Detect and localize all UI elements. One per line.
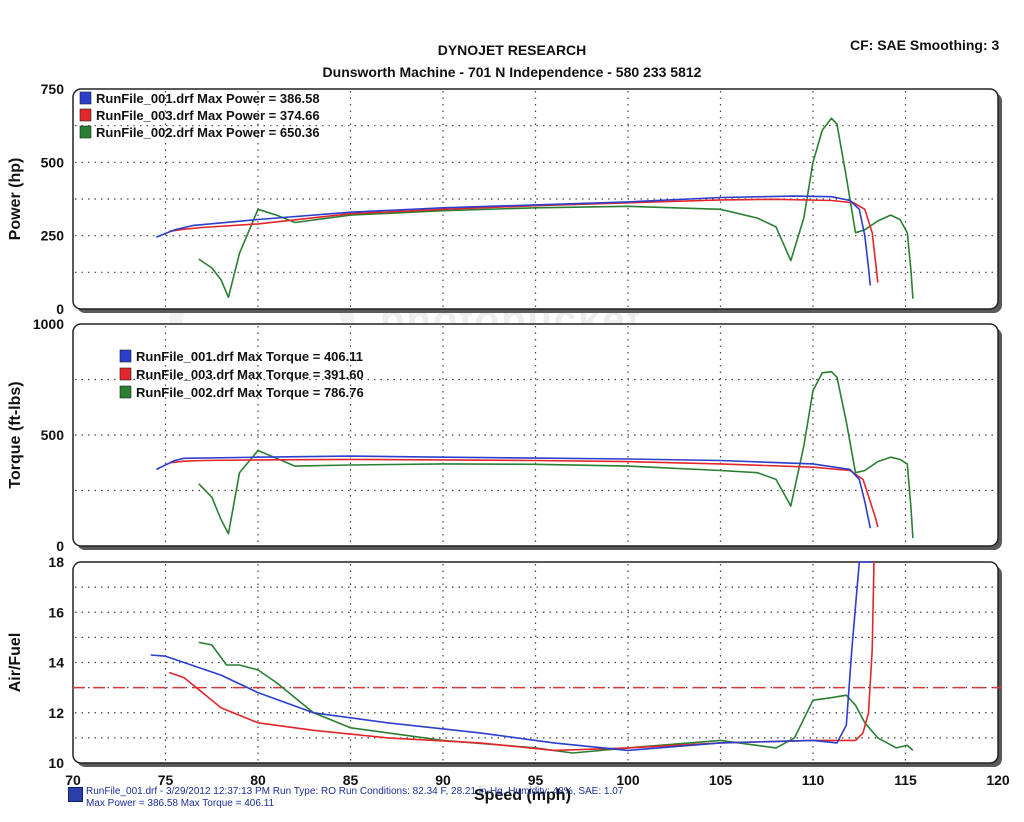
panel-frame: [72, 323, 999, 547]
x-tick-label: 75: [158, 772, 174, 788]
legend-entry: RunFile_003.drf Max Power = 374.66: [96, 108, 320, 123]
legend-swatch: [119, 349, 132, 363]
legend-swatch: [119, 367, 132, 381]
legend-swatch: [79, 91, 92, 105]
x-tick-label: 100: [616, 772, 640, 788]
x-tick-label: 70: [65, 772, 81, 788]
y-axis-label: Torque (ft-lbs): [7, 381, 24, 488]
y-tick-label: 250: [41, 228, 65, 244]
series-line-runfile-003-drf: [169, 458, 879, 528]
x-axis-label: Speed (mph): [474, 787, 571, 804]
x-tick-label: 90: [435, 772, 451, 788]
legend-entry: RunFile_001.drf Max Power = 386.58: [96, 91, 320, 106]
y-tick-label: 750: [41, 81, 65, 97]
x-tick-label: 115: [894, 772, 917, 788]
legend-entry: RunFile_001.drf Max Torque = 406.11: [136, 349, 363, 364]
series-line-runfile-002-drf: [198, 641, 914, 754]
y-tick-label: 16: [48, 604, 64, 620]
correction-info: CF: SAE Smoothing: 3: [850, 37, 1000, 53]
y-tick-label: 1000: [33, 316, 64, 332]
y-tick-label: 0: [56, 301, 64, 317]
report-title: DYNOJET RESEARCH: [437, 42, 587, 58]
series-line-runfile-002-drf: [198, 117, 914, 299]
series-line-runfile-002-drf: [198, 370, 914, 539]
x-tick-label: 80: [250, 772, 266, 788]
legend-entry: RunFile_003.drf Max Torque = 391.60: [136, 367, 364, 382]
y-tick-label: 500: [41, 154, 65, 170]
legend-swatch: [79, 108, 92, 122]
series-line-runfile-001-drf: [155, 455, 872, 529]
series-line-runfile-001-drf: [150, 561, 873, 752]
legend-swatch: [119, 385, 132, 399]
legend-swatch: [79, 125, 92, 139]
footer-run-info: RunFile_001.drf - 3/29/2012 12:37:13 PM …: [86, 786, 624, 797]
x-tick-label: 120: [986, 772, 1010, 788]
y-tick-label: 0: [56, 538, 64, 554]
y-tick-label: 18: [48, 554, 64, 570]
panel-frame: [72, 88, 999, 310]
x-tick-label: 95: [528, 772, 544, 788]
x-tick-label: 110: [802, 772, 825, 788]
y-tick-label: 10: [48, 755, 64, 771]
series-line-runfile-003-drf: [168, 561, 875, 752]
y-axis-label: Air/Fuel: [7, 633, 24, 693]
y-axis-label: Power (hp): [7, 158, 24, 241]
legend-entry: RunFile_002.drf Max Torque = 786.76: [136, 385, 364, 400]
footer-run-swatch: [68, 787, 83, 802]
footer-run-max: Max Power = 386.58 Max Torque = 406.11: [86, 798, 275, 809]
series-line-runfile-003-drf: [169, 198, 879, 283]
y-tick-label: 500: [41, 427, 65, 443]
x-tick-label: 85: [343, 772, 359, 788]
series-line-runfile-001-drf: [156, 195, 872, 286]
report-subtitle: Dunsworth Machine - 701 N Independence -…: [322, 64, 702, 80]
x-tick-label: 105: [709, 772, 733, 788]
y-tick-label: 14: [48, 655, 64, 671]
legend-entry: RunFile_002.drf Max Power = 650.36: [96, 125, 320, 140]
y-tick-label: 12: [48, 705, 64, 721]
